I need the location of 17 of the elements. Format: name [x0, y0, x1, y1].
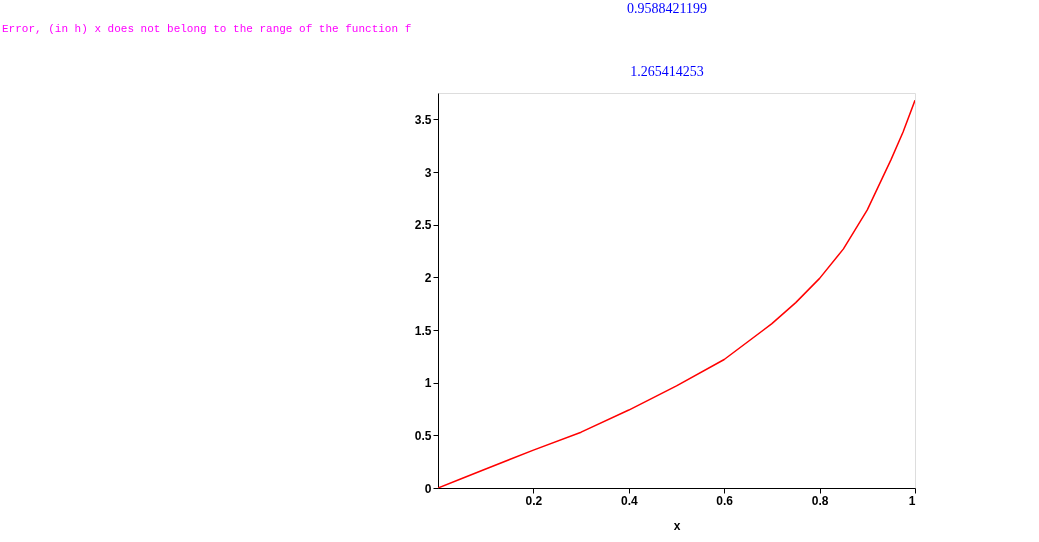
x-tick-label: 0.4 — [620, 493, 638, 508]
y-tick-label: 2 — [424, 270, 432, 285]
y-tick-label: 1 — [424, 376, 432, 391]
y-tick-label: 1.5 — [414, 323, 432, 338]
y-tick-label: 0 — [424, 481, 432, 496]
x-axis-title: x — [673, 518, 681, 533]
x-tick-label: 0.2 — [525, 493, 543, 508]
y-tick-label: 2.5 — [414, 218, 432, 233]
y-tick-label: 3.5 — [414, 112, 432, 127]
x-tick-label: 0.8 — [811, 493, 829, 508]
x-tick-label: 0.6 — [716, 493, 734, 508]
text: Error, (in h) x does not belong to the range of the function f — [2, 23, 412, 35]
text: 0.9588421199 — [627, 1, 707, 16]
x-tick-label: 1 — [908, 493, 916, 508]
text: 1.265414253 — [630, 64, 704, 79]
y-tick-label: 3 — [424, 165, 432, 180]
y-tick-label: 0.5 — [414, 428, 432, 443]
